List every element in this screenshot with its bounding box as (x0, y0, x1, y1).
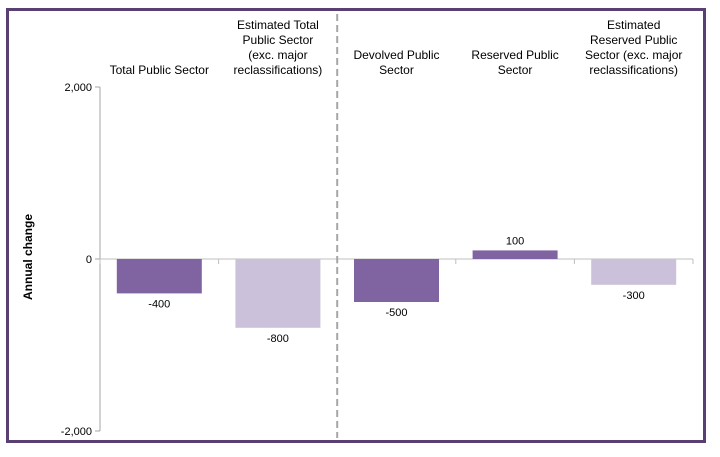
bar (591, 259, 677, 285)
y-tick-label: 0 (86, 254, 92, 266)
bar (235, 259, 321, 328)
labels: 2,000 0 -2,000 Annual change -400 Total Publi… (21, 18, 682, 438)
bar (354, 259, 439, 302)
category-label: reclassifications) (589, 63, 678, 77)
category-label: Public Sector (243, 33, 314, 47)
chart-frame (6, 8, 706, 443)
category-label: (exc. major (248, 48, 307, 62)
y-tick-label: 2,000 (64, 82, 92, 94)
category-label: Sector (exc. major (585, 48, 682, 62)
y-axis-title: Annual change (21, 214, 35, 300)
data-label: -300 (623, 290, 645, 302)
data-label: -500 (385, 307, 407, 319)
category-label: Devolved Public (353, 48, 439, 62)
category-label: Estimated (607, 18, 660, 32)
bar (116, 259, 202, 294)
axes (95, 14, 694, 438)
data-label: -400 (148, 298, 170, 310)
data-label: 100 (506, 235, 524, 247)
category-label: Sector (379, 63, 414, 77)
category-label: Sector (498, 63, 533, 77)
bar (472, 250, 558, 259)
category-label: reclassifications) (234, 63, 323, 77)
data-label: -800 (267, 333, 289, 345)
y-tick-label: -2,000 (61, 426, 92, 438)
category-label: Estimated Total (237, 18, 319, 32)
category-label: Total Public Sector (110, 63, 209, 77)
bars (116, 250, 677, 328)
category-label: Reserved Public (590, 33, 677, 47)
category-label: Reserved Public (471, 48, 558, 62)
